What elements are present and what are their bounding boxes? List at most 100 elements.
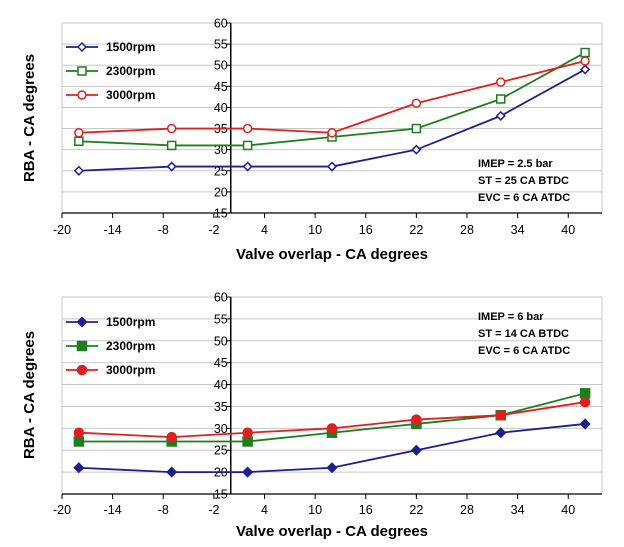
annotation-block: IMEP = 2.5 bar ST = 25 CA BTDC EVC = 6 CA … xyxy=(478,158,570,204)
y-tick-label: 55 xyxy=(214,312,228,326)
data-point-3000rpm xyxy=(411,98,422,108)
data-point-3000rpm xyxy=(242,123,253,134)
y-tick-label: 45 xyxy=(214,80,228,94)
x-axis-title: Valve overlap - CA degrees xyxy=(236,246,428,263)
y-tick-label: 15 xyxy=(214,207,228,221)
y-tick-label: 40 xyxy=(214,378,228,392)
data-point-2300rpm xyxy=(166,140,177,151)
data-point-3000rpm xyxy=(496,77,506,87)
data-point-1500rpm xyxy=(242,161,253,172)
annotation-text: EVC = 6 CA ATDC xyxy=(478,192,570,204)
data-point-1500rpm xyxy=(579,418,591,430)
x-tick-label: -14 xyxy=(104,503,122,517)
legend-marker-3000rpm xyxy=(76,364,88,376)
data-point-1500rpm xyxy=(242,466,254,478)
data-point-1500rpm xyxy=(166,161,177,172)
x-tick-label: -2 xyxy=(208,223,219,237)
x-tick-label: 40 xyxy=(561,503,575,517)
x-tick-label: -14 xyxy=(104,223,122,237)
data-point-1500rpm xyxy=(326,161,338,172)
data-point-2300rpm xyxy=(580,47,590,58)
x-tick-label: 34 xyxy=(511,223,525,237)
data-point-1500rpm xyxy=(73,462,85,474)
data-point-3000rpm xyxy=(580,56,590,66)
legend-label-2300rpm: 2300rpm xyxy=(106,64,155,78)
legend-marker-2300rpm xyxy=(76,340,88,352)
x-tick-label: 10 xyxy=(308,503,322,517)
data-point-2300rpm xyxy=(242,140,253,151)
data-point-3000rpm xyxy=(74,128,84,138)
data-point-3000rpm xyxy=(166,431,177,443)
x-tick-label: -8 xyxy=(158,223,169,237)
legend-label-1500rpm: 1500rpm xyxy=(106,40,155,54)
x-tick-label: -8 xyxy=(158,503,169,517)
data-point-3000rpm xyxy=(73,427,85,438)
chart-top: -20 -14 -8 -2 4 10 16 22 28 34 4015202530354045505… xyxy=(21,17,603,263)
y-tick-label: 60 xyxy=(214,17,228,31)
legend-marker-3000rpm xyxy=(77,90,87,100)
y-tick-label: 40 xyxy=(214,101,228,115)
y-tick-label: 50 xyxy=(214,334,228,348)
legend-label-1500rpm: 1500rpm xyxy=(106,315,155,329)
data-point-1500rpm xyxy=(580,64,591,75)
data-point-2300rpm xyxy=(496,94,506,104)
data-point-1500rpm xyxy=(495,110,506,121)
legend-label-3000rpm: 3000rpm xyxy=(106,363,155,377)
x-tick-label: -20 xyxy=(53,223,71,237)
annotation-text: ST = 25 CA BTDC xyxy=(478,175,569,187)
y-tick-label: 60 xyxy=(214,291,228,305)
legend: 1500rpm 2300rpm 3000rpm xyxy=(66,40,155,102)
y-tick-label: 50 xyxy=(214,59,228,73)
x-tick-label: 16 xyxy=(359,503,373,517)
data-point-3000rpm xyxy=(242,427,253,438)
x-tick-label: 28 xyxy=(460,223,474,237)
data-point-3000rpm xyxy=(495,409,506,421)
legend-marker-1500rpm xyxy=(76,316,88,328)
x-tick-label: 40 xyxy=(561,223,575,237)
data-point-3000rpm xyxy=(166,123,177,134)
annotation-text: ST = 14 CA BTDC xyxy=(478,328,569,340)
x-tick-label: -20 xyxy=(53,503,71,517)
data-point-3000rpm xyxy=(579,396,591,408)
y-axis-title: RBA - CA degrees xyxy=(21,331,38,459)
y-tick-label: 30 xyxy=(214,143,228,157)
x-tick-label: 34 xyxy=(511,503,525,517)
data-point-3000rpm xyxy=(411,414,422,425)
x-axis-title: Valve overlap - CA degrees xyxy=(236,523,428,540)
x-tick-label: 4 xyxy=(261,503,268,517)
data-point-1500rpm xyxy=(73,165,84,176)
data-point-3000rpm xyxy=(327,128,337,138)
data-point-2300rpm xyxy=(579,388,591,399)
legend-marker-2300rpm xyxy=(77,66,87,76)
data-point-1500rpm xyxy=(166,466,178,478)
y-tick-label: 30 xyxy=(214,422,228,436)
legend-label-2300rpm: 2300rpm xyxy=(106,339,155,353)
annotation-block: IMEP = 6 bar ST = 14 CA BTDC EVC = 6 CA AT… xyxy=(478,311,570,357)
data-point-1500rpm xyxy=(411,144,422,155)
x-tick-label: 16 xyxy=(359,223,373,237)
legend-label-3000rpm: 3000rpm xyxy=(106,88,155,102)
annotation-text: EVC = 6 CA ATDC xyxy=(478,345,570,357)
x-tick-label: 10 xyxy=(308,223,322,237)
chart-bottom: -20 -14 -8 -2 4 10 16 22 28 34 4015202530354045505… xyxy=(21,291,603,540)
y-tick-label: 35 xyxy=(214,400,228,414)
data-point-2300rpm xyxy=(411,123,422,134)
y-axis-title: RBA - CA degrees xyxy=(21,54,38,182)
x-tick-label: 22 xyxy=(409,223,423,237)
x-tick-label: 28 xyxy=(460,503,474,517)
y-tick-label: 15 xyxy=(214,488,228,502)
data-point-1500rpm xyxy=(495,427,507,439)
y-tick-label: 25 xyxy=(214,444,228,458)
data-point-2300rpm xyxy=(74,136,84,146)
x-tick-label: -2 xyxy=(208,503,219,517)
y-tick-label: 25 xyxy=(214,164,228,178)
y-tick-label: 45 xyxy=(214,356,228,370)
legend-marker-1500rpm xyxy=(76,41,88,53)
x-tick-label: 4 xyxy=(261,223,268,237)
data-point-1500rpm xyxy=(326,462,338,474)
data-point-2300rpm xyxy=(73,436,85,447)
data-point-2300rpm xyxy=(242,436,253,447)
data-point-3000rpm xyxy=(326,423,338,434)
y-tick-label: 20 xyxy=(214,185,228,199)
